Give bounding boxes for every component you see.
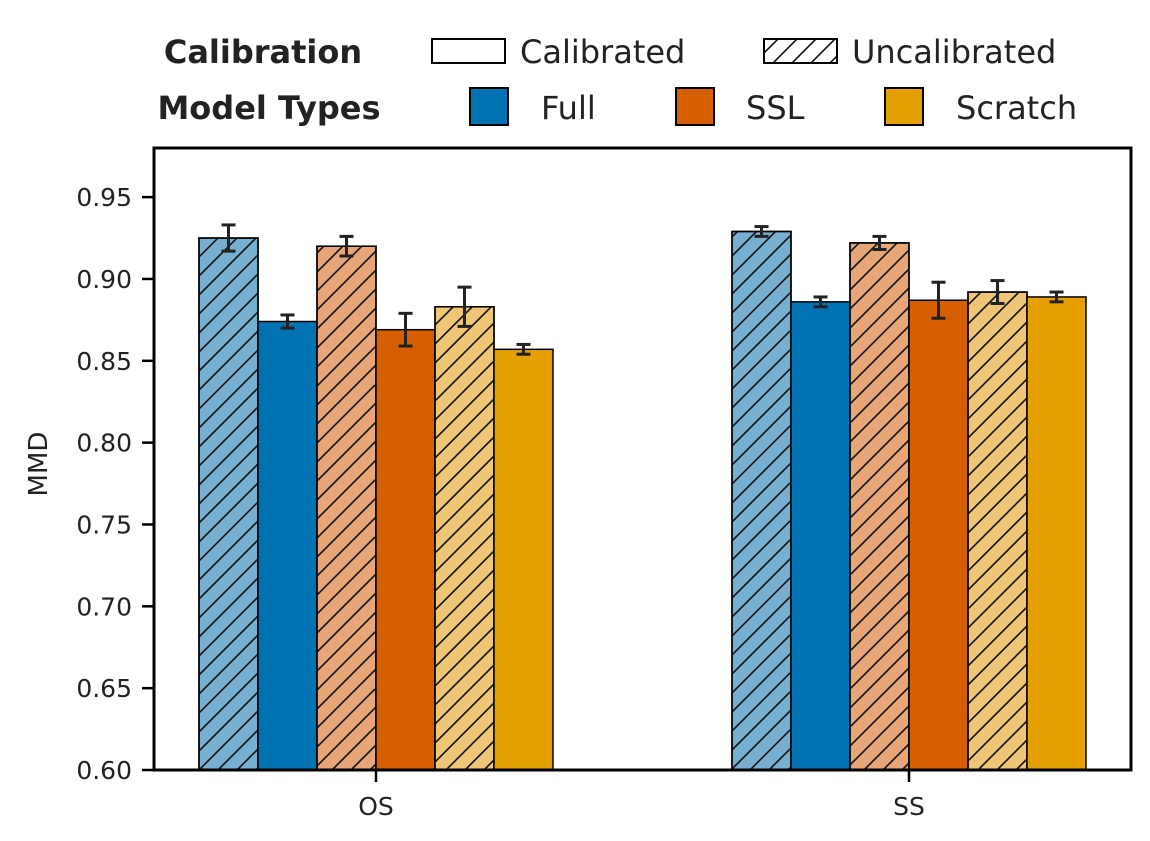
bar-ssl-calibrated-ss [908, 299, 969, 771]
bar-scratch-calibrated-ss [1026, 296, 1087, 771]
y-tick-label: 0.65 [76, 674, 132, 703]
legend-scratch-label: Scratch [956, 89, 1077, 127]
legend-model-types-title: Model Types [157, 89, 380, 127]
bar-hatch [849, 242, 910, 771]
x-tick-label-ss: SS [893, 792, 925, 821]
bar-full-calibrated-os [257, 320, 318, 771]
x-tick-label-os: OS [358, 792, 394, 821]
legend-full-label: Full [541, 89, 596, 127]
x-axis-ticks: OS SS [358, 770, 925, 821]
error-bars [221, 223, 1064, 356]
y-tick-label: 0.70 [76, 592, 132, 621]
legend-uncalibrated-label: Uncalibrated [852, 33, 1056, 71]
bar-hatch [731, 230, 792, 771]
legend-ssl-label: SSL [746, 89, 805, 127]
legend-uncalibrated-swatch [763, 38, 838, 64]
bar-hatch [434, 306, 495, 771]
y-tick-label: 0.80 [76, 429, 132, 458]
plot-frame [152, 146, 1133, 772]
legend-calibrated-label: Calibrated [520, 33, 685, 71]
y-tick-label: 0.90 [76, 265, 132, 294]
bar-hatch [967, 291, 1028, 771]
bar-hatch [316, 245, 377, 771]
bars [198, 230, 1087, 771]
bar-scratch-calibrated-os [493, 348, 554, 771]
legend-calibration-title: Calibration [164, 33, 362, 71]
bar-full-calibrated-ss [790, 301, 851, 771]
legend: Calibration Calibrated Uncalibrated Mode… [157, 33, 1077, 127]
y-axis-ticks: 0.60 0.65 0.70 0.75 0.80 0.85 0.90 0.95 [76, 183, 154, 785]
legend-ssl-swatch [675, 87, 715, 126]
y-axis-label: MMD [24, 432, 54, 497]
y-tick-label: 0.60 [76, 756, 132, 785]
y-tick-label: 0.85 [76, 347, 132, 376]
bar-hatch [198, 237, 259, 771]
legend-full-swatch [469, 87, 509, 126]
legend-scratch-swatch [884, 87, 924, 126]
bar-ssl-calibrated-os [375, 328, 436, 771]
legend-calibrated-swatch [431, 38, 506, 64]
y-tick-label: 0.75 [76, 510, 132, 539]
y-tick-label: 0.95 [76, 183, 132, 212]
